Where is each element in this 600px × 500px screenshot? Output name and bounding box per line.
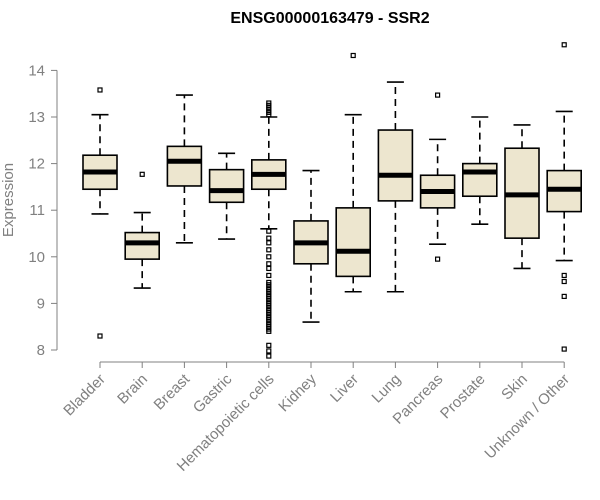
outlier-point — [561, 293, 567, 300]
y-tick-label: 8 — [37, 342, 45, 359]
outlier-point — [266, 261, 272, 267]
outlier-point — [350, 52, 356, 59]
box-iqr — [335, 207, 372, 278]
box-gastric — [208, 152, 245, 240]
y-tick-label: 12 — [28, 156, 45, 173]
outlier-point — [561, 42, 567, 48]
outlier-point — [139, 171, 145, 177]
outlier-point — [266, 328, 272, 334]
outlier-point — [561, 346, 567, 352]
outlier-point — [97, 333, 103, 339]
box-breast — [166, 94, 203, 244]
y-tick-label: 10 — [28, 249, 45, 266]
box-prostate — [461, 116, 498, 225]
outlier-point — [266, 272, 272, 279]
x-tick-label: Prostate — [437, 371, 489, 423]
x-tick-label: Kidney — [275, 370, 320, 415]
box-iqr — [208, 168, 245, 204]
x-tick-label: Skin — [498, 371, 531, 404]
box-iqr — [377, 129, 414, 202]
y-tick-label: 9 — [37, 295, 45, 312]
box-pancreas — [419, 92, 456, 262]
box-lung — [377, 81, 414, 293]
box-unknown-other — [546, 42, 583, 352]
x-tick-label: Brain — [114, 371, 151, 408]
x-tick-label: Lung — [369, 371, 405, 407]
outlier-point — [266, 240, 272, 246]
outlier-point — [266, 235, 272, 241]
chart-title: ENSG00000163479 - SSR2 — [230, 10, 429, 27]
outlier-point — [266, 247, 272, 253]
outlier-point — [561, 272, 567, 279]
box-iqr — [124, 231, 160, 260]
box-kidney — [293, 169, 329, 323]
box-liver — [335, 52, 372, 293]
outlier-point — [266, 342, 272, 348]
outlier-point — [266, 254, 272, 260]
outlier-point — [266, 265, 272, 272]
y-axis: 8 9 10 11 12 13 14 — [28, 62, 58, 359]
outlier-point — [266, 348, 272, 354]
outlier-point — [435, 92, 441, 98]
y-tick-label: 13 — [28, 109, 45, 126]
outlier-point — [435, 256, 441, 262]
box-iqr — [166, 145, 203, 187]
outlier-point — [266, 353, 272, 359]
outlier-point — [266, 112, 272, 118]
x-tick-label: Bladder — [60, 371, 109, 420]
outlier-point — [561, 278, 567, 285]
y-tick-label: 11 — [29, 202, 45, 219]
box-skin — [504, 124, 540, 270]
y-axis-label: Expression — [0, 163, 17, 237]
y-tick-label: 14 — [28, 62, 45, 79]
x-tick-label: Breast — [151, 370, 194, 413]
x-tick-label: Liver — [327, 371, 362, 406]
box-hematopoietic-cells — [251, 100, 287, 359]
plot-area — [82, 42, 583, 359]
outlier-point — [97, 87, 103, 93]
box-bladder — [82, 87, 118, 339]
box-iqr — [461, 162, 498, 198]
box-brain — [124, 171, 160, 289]
outlier-point — [266, 228, 272, 234]
